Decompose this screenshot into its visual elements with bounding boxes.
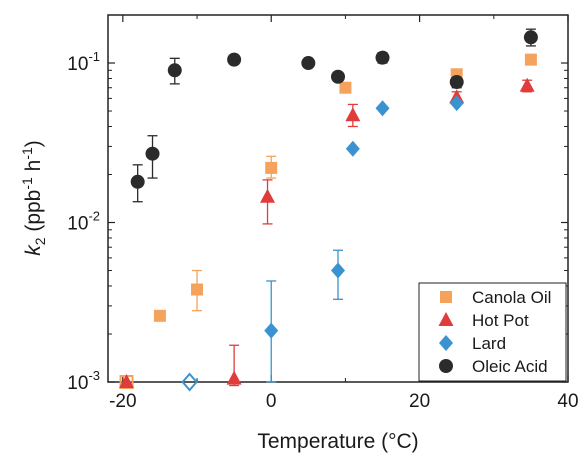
data-point-oleic-acid [145,146,160,161]
series-lard [181,95,464,392]
y-axis-title-unit-mid: h [22,160,45,178]
legend: Canola Oil Hot Pot Lard Oleic Acid [418,282,567,382]
data-point-canola-oil [191,283,204,296]
data-point-lard [264,322,279,339]
data-point-canola-oil [339,81,352,94]
data-point-lard [449,95,464,112]
data-point-oleic-acid [167,63,182,78]
y-tick-label: 10-3 [67,368,100,394]
legend-label-canola-oil: Canola Oil [472,288,551,307]
data-point-canola-oil [524,53,537,66]
y-axis-title-subscript: 2 [32,237,48,245]
x-tick-label: 20 [409,391,430,412]
data-point-lard [331,262,345,279]
data-point-lard [345,140,360,157]
legend-marker-oleic-acid [439,359,453,373]
data-point-hot-pot [226,370,242,385]
y-axis-title-sup1: -1 [19,177,35,190]
x-axis-title: Temperature (°C) [257,430,418,453]
plot-frame [107,14,569,383]
data-point-lard [375,100,390,117]
y-axis-title-sup2: -1 [19,147,35,160]
y-tick-labels: 10-3 10-2 10-1 [67,49,100,394]
y-axis-title-unit-open: (ppb [22,190,45,238]
data-marks [119,28,538,392]
legend-label-oleic-acid: Oleic Acid [472,357,548,376]
legend-marker-hot-pot [438,312,454,326]
x-tick-label: -20 [109,391,136,412]
y-tick-label: 10-1 [67,49,100,75]
legend-label-lard: Lard [472,334,506,353]
y-axis-title-unit-close: ) [22,140,45,147]
data-point-oleic-acid [523,30,538,45]
data-point-lard [181,372,198,392]
x-tick-label: 40 [557,391,578,412]
data-point-hot-pot [260,188,276,203]
data-point-oleic-acid [331,69,345,84]
data-point-oleic-acid [130,174,145,189]
y-tick-label: 10-2 [67,209,100,235]
data-point-oleic-acid [375,50,390,65]
data-point-canola-oil [265,161,278,174]
series-oleic-acid [130,28,538,203]
data-point-oleic-acid [301,56,316,71]
y-axis-title: k2 (ppb-1 h-1) [19,140,48,256]
legend-label-hot-pot: Hot Pot [472,311,529,330]
data-point-hot-pot [345,107,361,122]
y-axis-title-symbol: k [22,244,45,256]
data-point-hot-pot [519,77,535,92]
x-tick-labels: -20 0 20 40 [109,391,578,412]
data-point-oleic-acid [227,52,242,67]
x-tick-label: 0 [266,391,277,412]
legend-marker-canola-oil [440,291,452,303]
legend-marker-lard [439,335,453,351]
legend-markers [438,291,454,373]
data-point-hot-pot [119,374,135,388]
data-point-oleic-acid [449,75,464,90]
data-point-canola-oil [153,309,166,322]
